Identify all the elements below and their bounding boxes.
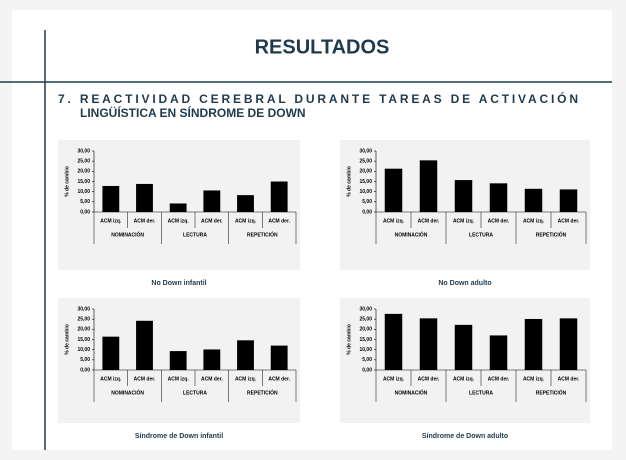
chart-caption: Síndrome de Down adulto xyxy=(422,433,508,440)
y-tick-label: 15,00 xyxy=(77,337,90,343)
group-label: NOMINACIÓN xyxy=(395,230,428,238)
x-tick-label: ACM izq. xyxy=(168,218,190,224)
y-tick-label: 5,00 xyxy=(362,357,372,363)
y-tick-label: 20,00 xyxy=(77,169,90,175)
x-tick-label: ACM izq. xyxy=(453,376,475,382)
y-tick-label: 0,00 xyxy=(80,209,90,215)
x-tick-label: ACM izq. xyxy=(168,376,190,382)
group-label: LECTURA xyxy=(183,232,207,238)
bar xyxy=(454,324,473,370)
x-tick-label: ACM izq. xyxy=(523,218,545,224)
bar xyxy=(489,183,508,212)
bar xyxy=(136,183,153,212)
y-tick-label: 5,00 xyxy=(362,199,372,205)
y-tick-label: 25,00 xyxy=(359,316,372,322)
group-label: LECTURA xyxy=(183,390,207,396)
slide-title: RESULTADOS xyxy=(255,36,390,58)
bar xyxy=(136,320,153,370)
x-tick-label: ACM izq. xyxy=(235,376,257,382)
x-tick-label: ACM izq. xyxy=(453,218,475,224)
x-tick-label: ACM izq. xyxy=(523,376,545,382)
y-tick-label: 30,00 xyxy=(359,148,372,154)
bar xyxy=(524,318,543,370)
x-tick-label: ACM izq. xyxy=(100,218,122,224)
y-tick-label: 0,00 xyxy=(80,367,90,373)
bar xyxy=(524,188,543,212)
y-axis-label: % de cambio xyxy=(64,166,70,197)
y-tick-label: 5,00 xyxy=(80,199,90,205)
x-tick-label: ACM der. xyxy=(488,218,510,224)
y-axis-label: % de cambio xyxy=(64,324,70,355)
x-tick-label: ACM der. xyxy=(134,218,156,224)
y-tick-label: 0,00 xyxy=(362,367,372,373)
y-tick-label: 20,00 xyxy=(359,169,372,175)
y-tick-label: 15,00 xyxy=(359,179,372,185)
x-tick-label: ACM der. xyxy=(558,376,580,382)
bar xyxy=(559,189,578,212)
bar xyxy=(419,318,438,370)
y-tick-label: 0,00 xyxy=(362,209,372,215)
y-tick-label: 25,00 xyxy=(359,158,372,164)
y-axis-label: % de cambio xyxy=(346,324,352,355)
y-tick-label: 10,00 xyxy=(359,189,372,195)
group-label: REPETICIÓN xyxy=(536,388,567,396)
x-tick-label: ACM der. xyxy=(201,376,223,382)
bar xyxy=(559,318,578,370)
x-tick-label: ACM izq. xyxy=(383,376,405,382)
x-tick-label: ACM izq. xyxy=(383,218,405,224)
y-tick-label: 30,00 xyxy=(359,306,372,312)
y-axis-label: % de cambio xyxy=(346,166,352,197)
group-label: NOMINACIÓN xyxy=(111,230,144,238)
bar xyxy=(489,335,508,370)
x-tick-label: ACM der. xyxy=(558,218,580,224)
y-tick-label: 10,00 xyxy=(77,189,90,195)
group-label: NOMINACIÓN xyxy=(395,388,428,396)
y-tick-label: 10,00 xyxy=(77,347,90,353)
group-label: LECTURA xyxy=(469,232,493,238)
chart-caption: No Down adulto xyxy=(438,280,491,287)
bar xyxy=(169,351,187,370)
y-tick-label: 5,00 xyxy=(80,357,90,363)
bar xyxy=(454,180,473,212)
x-tick-label: ACM izq. xyxy=(100,376,122,382)
bar xyxy=(419,160,438,212)
bar xyxy=(169,203,187,212)
y-tick-label: 25,00 xyxy=(77,158,90,164)
x-tick-label: ACM der. xyxy=(268,218,290,224)
y-tick-label: 15,00 xyxy=(77,179,90,185)
bar xyxy=(384,168,403,212)
x-tick-label: ACM der. xyxy=(134,376,156,382)
bar xyxy=(237,340,254,370)
bar xyxy=(203,190,221,212)
group-label: REPETICIÓN xyxy=(247,388,278,396)
bar xyxy=(270,181,288,212)
bar xyxy=(102,185,120,212)
x-tick-label: ACM der. xyxy=(268,376,290,382)
x-tick-label: ACM der. xyxy=(418,218,440,224)
bar xyxy=(384,313,403,370)
group-label: NOMINACIÓN xyxy=(111,388,144,396)
y-tick-label: 25,00 xyxy=(77,316,90,322)
group-label: REPETICIÓN xyxy=(536,230,567,238)
chart-caption: No Down infantil xyxy=(151,280,206,287)
group-label: REPETICIÓN xyxy=(247,230,278,238)
x-tick-label: ACM der. xyxy=(418,376,440,382)
bar xyxy=(203,349,221,370)
y-tick-label: 30,00 xyxy=(77,148,90,154)
subtitle: LINGÜÍSTICA EN SÍNDROME DE DOWN xyxy=(80,105,306,120)
bar xyxy=(270,345,288,370)
y-tick-label: 15,00 xyxy=(359,337,372,343)
x-tick-label: ACM izq. xyxy=(235,218,257,224)
x-tick-label: ACM der. xyxy=(201,218,223,224)
y-tick-label: 30,00 xyxy=(77,306,90,312)
x-tick-label: ACM der. xyxy=(488,376,510,382)
group-label: LECTURA xyxy=(469,390,493,396)
y-tick-label: 20,00 xyxy=(77,327,90,333)
chart-caption: Síndrome de Down infantil xyxy=(135,433,223,440)
y-tick-label: 10,00 xyxy=(359,347,372,353)
bar xyxy=(237,195,254,212)
y-tick-label: 20,00 xyxy=(359,327,372,333)
bar xyxy=(102,336,120,370)
